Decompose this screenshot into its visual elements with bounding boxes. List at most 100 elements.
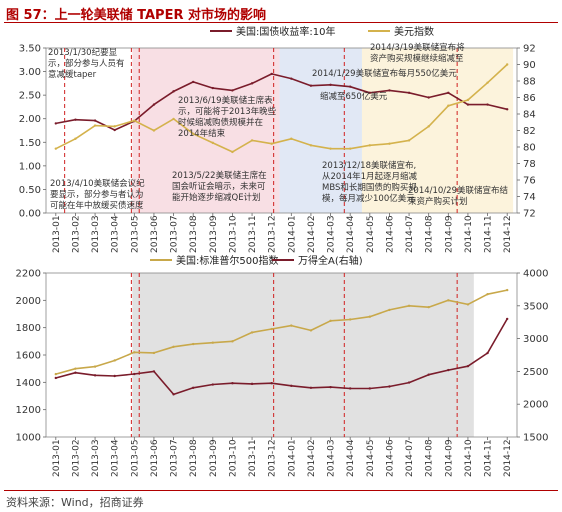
annotation: 缩减至650亿美元 [320,91,388,102]
y-right-tick-label: 72 [523,209,536,220]
legend-label: 万得全A(右轴) [298,254,363,267]
x-tick-label: 2013-05 [130,439,140,477]
x-tick-label: 2014-03 [327,439,337,477]
annotation: 2014/1/29美联储宣布每月550亿美元 [312,68,457,79]
x-tick-label: 2014-03 [327,215,337,253]
data-point [211,383,215,386]
annotation-line: 从2014年1月起逐月缩减 [322,171,418,182]
y-left-tick-label: 0.00 [19,209,41,220]
x-tick-label: 2013-07 [170,439,180,477]
data-point [74,118,77,121]
x-tick-label: 2013-04 [111,439,121,477]
annotation-line: 2014/3/19美联储宣布将 [370,42,465,53]
data-point [466,103,470,106]
series-line-1 [55,289,508,375]
data-point [270,382,273,385]
y-left-tick-label: 1800 [16,323,41,334]
legend-label: 美国:标准普尔500指数 [176,254,278,267]
data-point [290,137,293,140]
y-left-tick-label: 2.00 [19,114,41,125]
y-right-tick-label: 3500 [523,301,548,312]
annotation-line: 2014/1/29美联储宣布每月550亿美元 [312,68,457,79]
chart-panel-1: 0.00 0.50 1.00 1.50 2.00 2.50 3.00 3.50 72 74 76 78… [19,25,536,253]
annotation-line: 可能在年中放缓买债速度 [50,200,144,211]
data-point [329,83,332,86]
data-point [270,72,273,76]
data-point [133,119,136,122]
data-point [133,372,136,376]
y-left-tick-label: 1.50 [19,138,41,149]
annotation-line: 束资产购买计划 [408,196,468,207]
x-tick-label: 2014-04 [346,215,356,253]
annotation-line: 2013/5/22美联储主席在 [172,170,267,181]
annotation-line: 能开始逐步缩减QE计划 [172,192,261,203]
annotation-line: 2014/10/29美联储宣布结 [408,185,508,196]
data-point [152,370,156,373]
y-right-tick-label: 78 [523,159,536,170]
y-left-tick-label: 1200 [16,405,41,416]
x-tick-label: 2013-06 [150,215,160,253]
data-point [447,104,450,107]
x-tick-label: 2014-05 [366,215,376,253]
data-point [191,80,195,84]
data-point [250,382,254,386]
data-point [309,386,313,389]
shaded-region [279,48,362,213]
data-point [388,142,391,145]
chart-canvas: 0.00 0.50 1.00 1.50 2.00 2.50 3.00 3.50 72 74 76 78… [16,25,549,477]
data-point [407,304,411,307]
x-tick-label: 2013-06 [150,439,160,477]
y-right-tick-label: 2000 [523,400,548,411]
data-point [172,393,175,396]
legend-label: 美国:国债收益率:10年 [236,25,335,38]
x-tick-label: 2013-08 [189,439,199,477]
annotation-line: 2013/12/18美联储宣布, [322,160,416,171]
data-point [211,141,215,145]
x-tick-label: 2014-01 [287,439,297,477]
data-point [505,63,509,66]
x-tick-label: 2014-11 [484,439,494,477]
data-point [309,144,313,147]
data-point [447,299,450,302]
data-point [329,147,332,150]
x-tick-label: 2014-08 [425,439,435,477]
x-tick-label: 2014-09 [444,439,454,477]
x-tick-label: 2014-10 [464,439,474,477]
y-right-tick-label: 84 [523,110,536,121]
x-tick-label: 2013-10 [228,439,238,477]
data-point [152,103,156,106]
data-point [486,351,489,355]
shaded-region [132,48,280,213]
annotation-line: 国会听证会暗示，未来可 [172,181,266,192]
data-point [368,144,372,147]
data-point [133,351,136,354]
shaded-region [361,48,514,213]
data-point [231,89,234,92]
y-right-tick-label: 2500 [523,367,548,378]
x-tick-label: 2013-01 [52,215,62,253]
data-point [93,119,97,122]
y-right-tick-label: 88 [523,77,536,88]
y-left-tick-label: 2000 [16,296,41,307]
y-left-tick-label: 2.50 [19,91,41,102]
data-point [152,351,156,355]
x-tick-label: 2013-12 [268,439,278,477]
data-point [250,82,254,85]
data-point [486,81,489,84]
x-tick-label: 2014-07 [405,439,415,477]
y-left-tick-label: 3.00 [19,67,41,78]
y-left-tick-label: 3.50 [19,44,41,55]
data-point [388,385,391,388]
y-left-tick-label: 1600 [16,351,41,362]
data-point [368,315,372,318]
data-point [113,374,116,378]
y-right-tick-label: 90 [523,60,536,71]
data-point [172,117,175,121]
x-tick-label: 2013-12 [268,215,278,253]
annotation: 2013/12/18美联储宣布,从2014年1月起逐月缩减MBS和长期国债的购买… [322,160,418,204]
data-point [329,385,332,389]
x-tick-label: 2013-09 [209,215,219,253]
